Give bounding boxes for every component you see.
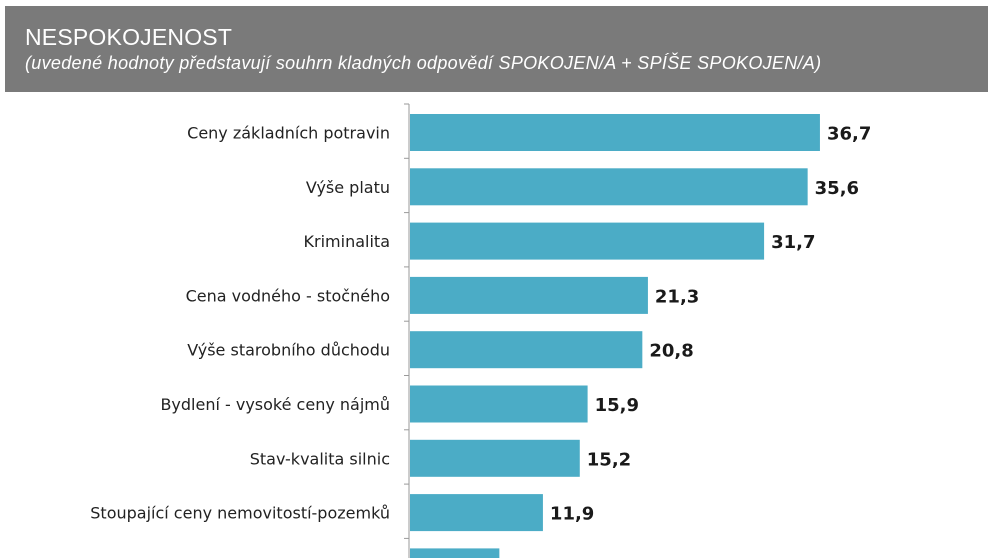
category-label: Stoupající ceny nemovitostí-pozemků	[90, 504, 390, 523]
data-label: 35,6	[815, 178, 859, 199]
data-label: 15,9	[595, 395, 639, 416]
bar	[410, 494, 543, 532]
data-label: 21,3	[655, 286, 699, 307]
category-label: Kriminalita	[304, 232, 390, 251]
bar-partial	[410, 548, 500, 558]
chart-title: NESPOKOJENOST	[25, 24, 233, 50]
bar	[410, 331, 643, 369]
data-label: 11,9	[550, 504, 594, 525]
data-label: 36,7	[827, 124, 871, 145]
bar	[410, 168, 808, 206]
data-label: 31,7	[771, 232, 815, 253]
bar	[410, 222, 765, 260]
data-label: 20,8	[649, 341, 693, 362]
category-label: Výše platu	[306, 178, 390, 197]
data-label: 15,2	[587, 449, 631, 470]
category-label: Ceny základních potravin	[187, 124, 390, 143]
bar	[410, 276, 648, 314]
chart-subtitle: (uvedené hodnoty představují souhrn klad…	[25, 53, 822, 73]
bar	[410, 114, 820, 151]
bar	[410, 385, 588, 423]
category-label: Bydlení - vysoké ceny nájmů	[160, 395, 390, 414]
category-label: Výše starobního důchodu	[187, 341, 390, 360]
category-label: Stav-kvalita silnic	[250, 449, 390, 468]
bar	[410, 439, 580, 477]
category-label: Cena vodného - stočného	[186, 286, 390, 305]
chart-header: NESPOKOJENOST (uvedené hodnoty představu…	[5, 6, 988, 92]
